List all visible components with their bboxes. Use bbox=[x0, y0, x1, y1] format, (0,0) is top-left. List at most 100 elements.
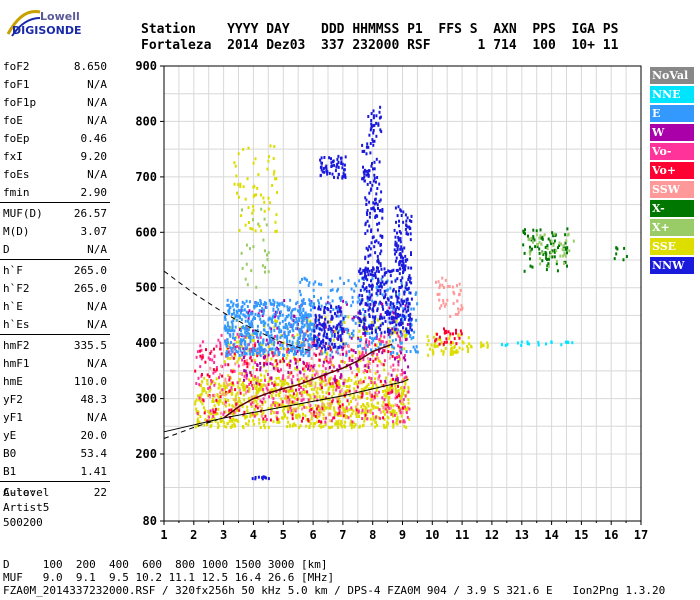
echo-point-x bbox=[551, 249, 554, 253]
echo-point-nnw bbox=[399, 321, 402, 325]
echo-point-e bbox=[259, 341, 262, 345]
echo-point-vo bbox=[357, 410, 360, 414]
echo-point-sse bbox=[253, 193, 256, 197]
echo-point-sse bbox=[455, 351, 458, 355]
echo-point-sse bbox=[238, 340, 241, 344]
echo-point-sse bbox=[200, 400, 202, 404]
echo-point-w bbox=[260, 309, 263, 313]
echo-point-sse bbox=[286, 353, 289, 357]
echo-point-nnw bbox=[367, 145, 370, 149]
echo-point-vo bbox=[398, 392, 401, 396]
echo-point-e bbox=[242, 313, 245, 317]
echo-point-nnw bbox=[372, 114, 375, 118]
echo-point-x bbox=[522, 231, 525, 235]
echo-point-vo bbox=[199, 365, 202, 369]
echo-point-sse bbox=[382, 389, 384, 393]
echo-point-nnw bbox=[405, 231, 408, 235]
echo-point-sse bbox=[350, 378, 353, 382]
echo-point-sse bbox=[284, 378, 286, 382]
echo-point-nnw bbox=[399, 247, 402, 251]
echo-point-sse bbox=[281, 416, 283, 420]
echo-point-ssw bbox=[213, 393, 216, 397]
echo-point-nne bbox=[566, 340, 569, 344]
echo-point-sse bbox=[358, 350, 361, 354]
echo-point-nnw bbox=[402, 268, 405, 272]
echo-point-vo bbox=[234, 388, 237, 392]
echo-point-x bbox=[615, 246, 618, 250]
echo-point-w bbox=[352, 349, 355, 353]
echo-point-e bbox=[255, 351, 258, 355]
echo-point-w bbox=[243, 378, 245, 382]
echo-point-sse bbox=[237, 357, 240, 361]
echo-point-sse bbox=[303, 369, 306, 373]
echo-point-sse bbox=[337, 401, 339, 405]
echo-point-vo bbox=[243, 354, 246, 358]
echo-point-e bbox=[258, 304, 261, 308]
echo-point-w bbox=[342, 352, 344, 356]
echo-point-nnw bbox=[319, 327, 321, 331]
echo-point-w bbox=[259, 366, 262, 370]
echo-point-sse bbox=[358, 415, 360, 418]
echo-point-nnw bbox=[376, 187, 379, 190]
echo-point-vo bbox=[237, 335, 240, 339]
echo-point-sse bbox=[194, 400, 197, 404]
echo-point-e bbox=[242, 334, 245, 338]
echo-point-ssw bbox=[365, 363, 368, 367]
echo-point-nnw bbox=[406, 225, 409, 229]
echo-point-vo bbox=[447, 330, 450, 334]
echo-point-nnw bbox=[369, 181, 372, 184]
echo-point-sse bbox=[273, 411, 275, 415]
echo-point-sse bbox=[370, 387, 373, 390]
echo-point-vo bbox=[371, 394, 373, 398]
echo-point-vo bbox=[302, 380, 305, 383]
echo-point-sse bbox=[276, 420, 279, 424]
echo-point-sse bbox=[247, 398, 250, 402]
echo-point-sse bbox=[298, 403, 301, 407]
echo-point-vo bbox=[339, 390, 342, 394]
echo-point-e bbox=[316, 336, 318, 340]
echo-point-nnw bbox=[394, 243, 397, 247]
echo-point-vo bbox=[212, 368, 215, 372]
echo-point-e bbox=[257, 313, 259, 317]
echo-point-ssw bbox=[456, 284, 458, 288]
echo-point-e bbox=[345, 328, 347, 331]
echo-point-vo bbox=[245, 376, 248, 380]
x-tick-label: 17 bbox=[634, 528, 648, 542]
echo-point-ssw bbox=[458, 282, 461, 286]
echo-point-nnw bbox=[395, 256, 398, 260]
echo-point-vo bbox=[214, 407, 217, 411]
echo-point-x bbox=[564, 246, 567, 250]
echo-point-e bbox=[302, 307, 305, 311]
echo-point-e bbox=[238, 353, 241, 357]
echo-point-sse bbox=[313, 398, 316, 401]
echo-point-e bbox=[297, 344, 300, 348]
echo-point-w bbox=[345, 302, 348, 306]
echo-point-e bbox=[256, 304, 259, 308]
echo-point-e bbox=[302, 337, 304, 341]
echo-point-sse bbox=[275, 177, 278, 181]
echo-point-sse bbox=[248, 221, 250, 224]
param-value: 8.650 bbox=[73, 60, 107, 73]
echo-point-nnw bbox=[391, 331, 394, 335]
echo-point-sse bbox=[260, 378, 263, 382]
echo-point-sse bbox=[229, 425, 232, 429]
echo-point-e bbox=[263, 348, 266, 351]
echo-point-vo bbox=[227, 350, 230, 354]
echo-point-x bbox=[535, 229, 538, 233]
echo-point-nnw bbox=[371, 331, 373, 335]
echo-point-vo bbox=[230, 369, 233, 373]
echo-point-sse bbox=[367, 404, 370, 408]
echo-point-e bbox=[365, 332, 368, 335]
echo-point-vo bbox=[363, 353, 365, 357]
echo-point-w bbox=[357, 311, 360, 315]
echo-point-e bbox=[255, 333, 258, 337]
echo-point-ssw bbox=[443, 304, 446, 308]
echo-point-nnw bbox=[334, 312, 336, 316]
echo-point-x bbox=[529, 245, 531, 249]
echo-point-sse bbox=[403, 424, 406, 428]
echo-point-vo bbox=[226, 352, 229, 355]
echo-point-ssw bbox=[225, 392, 228, 396]
echo-point-vo bbox=[243, 362, 246, 366]
echo-point-ssw bbox=[315, 411, 318, 415]
echo-point-nnw bbox=[400, 259, 403, 263]
